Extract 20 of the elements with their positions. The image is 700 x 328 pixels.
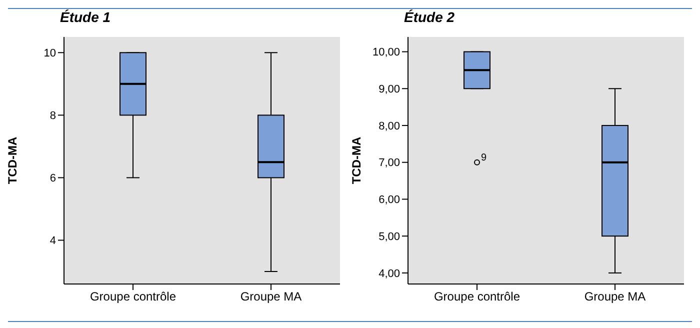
y-tick-label: 4,00 [378, 268, 400, 280]
y-tick-label: 6,00 [378, 194, 400, 206]
chart-title: Étude 2 [404, 9, 456, 27]
annotation: 9 [481, 152, 487, 164]
y-tick-label: 5,00 [378, 230, 400, 243]
y-tick-label: 8 [50, 110, 56, 122]
x-tick-label: Groupe MA [584, 290, 646, 304]
y-axis-title: TCD-MA [349, 136, 364, 184]
x-tick-label: Groupe contrôle [90, 290, 176, 304]
y-tick-label: 8,00 [378, 120, 400, 132]
y-tick-label: 9,00 [378, 84, 400, 96]
y-tick-label: 4 [50, 235, 56, 248]
y-tick-label: 7,00 [378, 157, 400, 170]
chart-title: Étude 1 [60, 9, 112, 27]
y-tick-label: 6 [50, 172, 56, 185]
x-tick-label: Groupe MA [240, 290, 302, 304]
x-tick-label: Groupe contrôle [434, 290, 520, 304]
y-tick-label: 10 [44, 48, 56, 60]
y-tick-label: 10,00 [372, 46, 400, 59]
y-axis-title: TCD-MA [5, 136, 20, 184]
